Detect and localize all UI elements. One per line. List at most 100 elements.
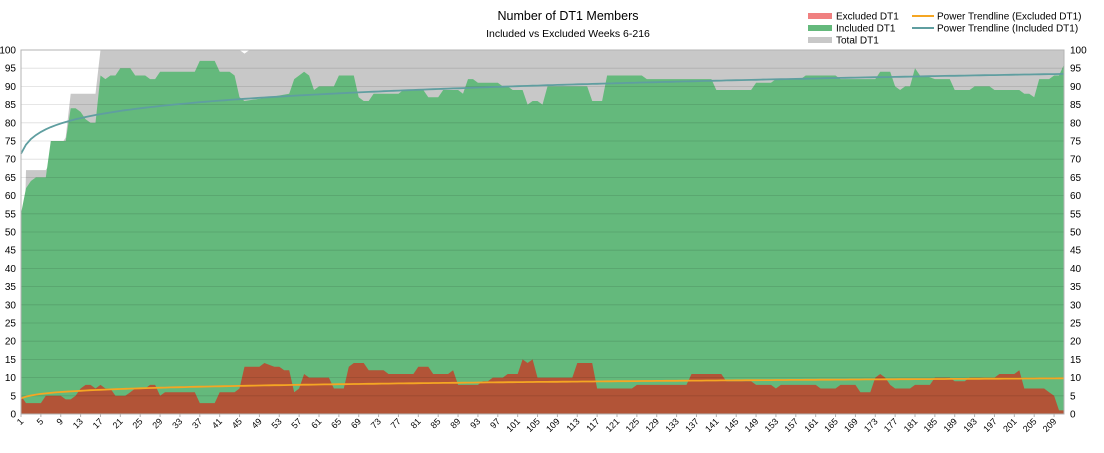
x-tick-label: 201 [1001,416,1019,434]
y-tick-label-right: 80 [1070,118,1082,129]
y-tick-label-left: 95 [5,64,17,75]
legend-item-power-trendline-included-dt1-: Power Trendline (Included DT1) [912,24,1078,35]
trendlines [20,49,1065,415]
y-tick-label-right: 90 [1070,82,1082,93]
x-tick-label: 5 [35,416,46,427]
y-tick-label-left: 0 [10,410,16,421]
x-tick-label: 93 [468,416,482,430]
x-tick-label: 33 [170,416,184,430]
legend-item-included-dt1: Included DT1 [808,24,896,35]
y-tick-label-left: 70 [5,155,17,166]
x-tick-label: 165 [822,416,840,434]
y-tick-label-right: 15 [1070,355,1082,366]
legend-swatch [808,13,832,19]
chart-title: Number of DT1 Members [497,9,638,23]
y-tick-label-left: 25 [5,319,17,330]
x-tick-label: 125 [624,416,642,434]
area-included-dt1 [21,60,1064,415]
y-tick-label-left: 40 [5,264,17,275]
y-tick-label-right: 5 [1070,391,1076,402]
x-tick-label: 105 [524,416,542,434]
plot-border [20,49,1065,415]
x-tick-label: 189 [941,416,959,434]
x-tick-label: 53 [270,416,284,430]
trendline-power-trendline-excluded-dt1- [20,377,1064,400]
y-tick-label-left: 20 [5,337,17,348]
x-tick-label: 141 [703,416,721,434]
x-tick-label: 209 [1041,416,1059,434]
x-tick-label: 153 [763,416,781,434]
chart-subtitle: Included vs Excluded Weeks 6-216 [486,28,650,40]
x-tick-label: 77 [389,416,403,430]
x-tick-label: 161 [802,416,820,434]
legend-label: Power Trendline (Included DT1) [937,24,1078,35]
area-excluded-dt1 [21,359,1064,414]
legend-item-power-trendline-excluded-dt1-: Power Trendline (Excluded DT1) [912,12,1082,23]
x-tick-label: 109 [544,416,562,434]
y-tick-label-left: 45 [5,246,17,257]
legend-label: Power Trendline (Excluded DT1) [937,12,1082,23]
y-tick-label-right: 70 [1070,155,1082,166]
x-tick-label: 45 [230,416,244,430]
x-tick-label: 205 [1021,416,1039,434]
y-tick-label-left: 65 [5,173,17,184]
x-tick-label: 37 [190,416,204,430]
x-tick-label: 185 [922,416,940,434]
area-series [21,50,1064,415]
x-tick-label: 57 [289,416,303,430]
x-tick-label: 149 [743,416,761,434]
x-tick-label: 41 [210,416,224,430]
y-tick-label-left: 30 [5,300,17,311]
y-tick-label-right: 100 [1070,46,1087,57]
legend-swatch [808,37,832,43]
x-tick-label: 117 [584,416,601,433]
y-tick-label-left: 10 [5,373,17,384]
y-tick-label-right: 0 [1070,410,1076,421]
x-tick-label: 85 [428,416,442,430]
y-tick-label-left: 75 [5,137,17,148]
y-tick-label-left: 5 [10,391,16,402]
x-tick-label: 193 [961,416,979,434]
x-tick-label: 173 [862,416,880,434]
x-tick-label: 181 [902,416,920,434]
x-tick-label: 197 [981,416,999,434]
x-tick-label: 73 [369,416,383,430]
x-tick-label: 25 [130,416,144,430]
x-tick-label: 177 [882,416,900,434]
x-tick-label: 89 [448,416,462,430]
legend-swatch [808,25,832,31]
y-tick-label-right: 20 [1070,337,1082,348]
y-tick-label-left: 80 [5,118,17,129]
y-tick-label-right: 35 [1070,282,1082,293]
x-tick-label: 121 [604,416,622,434]
y-tick-label-right: 25 [1070,319,1082,330]
y-tick-label-right: 45 [1070,246,1082,257]
y-tick-label-right: 75 [1070,137,1082,148]
x-tick-label: 49 [250,416,264,430]
x-tick-label: 157 [783,416,801,434]
y-tick-label-right: 40 [1070,264,1082,275]
x-tick-label: 101 [504,416,522,434]
y-tick-label-right: 65 [1070,173,1082,184]
x-tick-label: 21 [111,416,125,430]
x-tick-label: 17 [91,416,105,430]
x-tick-label: 145 [723,416,741,434]
y-tick-label-left: 60 [5,191,17,202]
x-tick-label: 61 [309,416,323,430]
x-tick-label: 81 [409,416,423,430]
y-tick-label-left: 85 [5,100,17,111]
legend-item-total-dt1: Total DT1 [808,36,879,47]
y-tick-label-right: 30 [1070,300,1082,311]
legend-item-excluded-dt1: Excluded DT1 [808,12,899,23]
legend-label: Excluded DT1 [836,12,899,23]
x-tick-label: 129 [643,416,661,434]
trendline-power-trendline-included-dt1- [20,73,1065,155]
y-tick-label-left: 100 [0,46,16,57]
x-tick-label: 137 [683,416,701,434]
y-tick-label-right: 85 [1070,100,1082,111]
y-tick-label-left: 35 [5,282,17,293]
y-tick-label-right: 50 [1070,228,1082,239]
x-tick-label: 65 [329,416,343,430]
x-tick-label: 1 [15,416,26,427]
